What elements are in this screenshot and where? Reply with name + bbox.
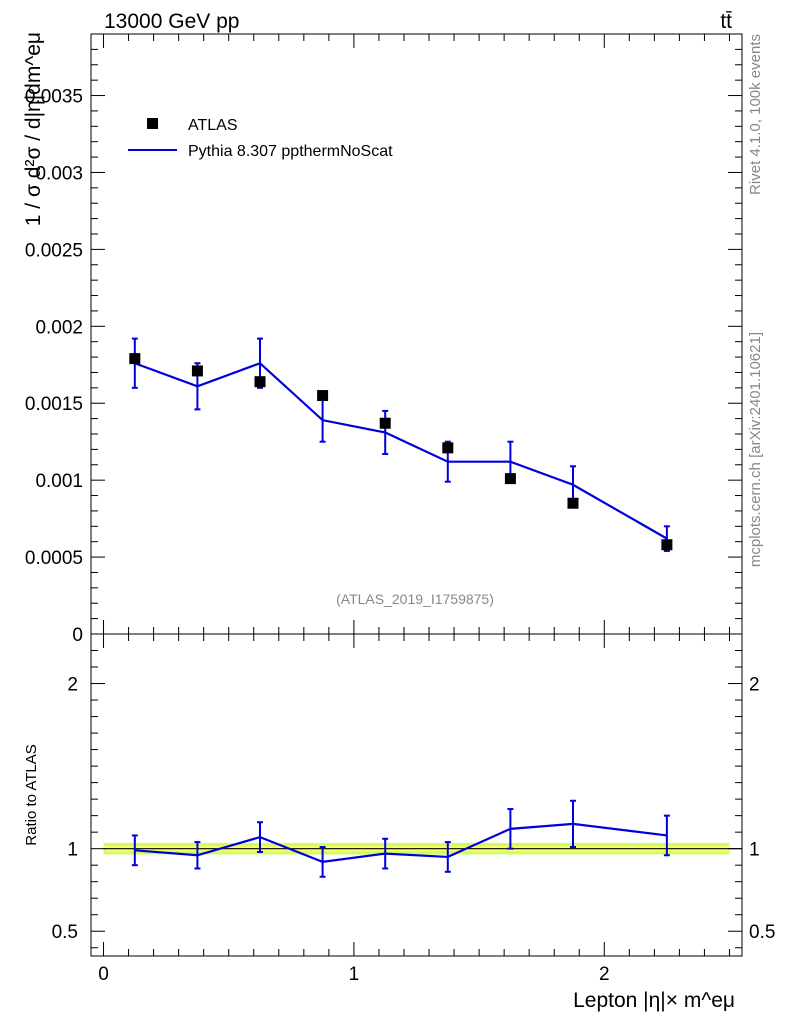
main-ytick-label: 0 xyxy=(72,625,83,646)
ratio-frame xyxy=(90,633,743,957)
atlas-data-point xyxy=(567,497,579,509)
main-ytick-label: 0.001 xyxy=(35,471,83,492)
x-axis-label: Lepton |η|× m^eμ xyxy=(573,989,735,1012)
main-ytick-label: 0.0015 xyxy=(25,394,83,415)
atlas-data-point xyxy=(661,539,673,551)
atlas-data-point xyxy=(504,473,516,485)
main-ytick-label: 0.0005 xyxy=(25,548,83,569)
ratio-axis-ticks: 0.5 0.5 1 1 2 2 0 1 2 xyxy=(52,634,775,985)
main-series-layer xyxy=(129,337,673,552)
ratio-ytick-label-left: 2 xyxy=(67,675,78,696)
legend-label-pythia: Pythia 8.307 ppthermNoScat xyxy=(188,143,393,160)
mcplots-label: mcplots.cern.ch [arXiv:2401.10621] xyxy=(747,332,764,567)
ratio-ytick-label-left: 0.5 xyxy=(52,922,78,943)
ratio-series-layer xyxy=(131,799,670,878)
header-right-label: tt̄ xyxy=(720,10,732,33)
mc-line xyxy=(134,361,668,540)
ratio-ylabel: Ratio to ATLAS xyxy=(23,744,40,845)
atlas-data-point xyxy=(129,353,141,365)
main-ytick-label: 0.0025 xyxy=(25,240,83,261)
atlas-data-point xyxy=(191,365,203,377)
ratio-ytick-label-right: 0.5 xyxy=(749,922,775,943)
ratio-ytick-label-right: 2 xyxy=(749,675,760,696)
main-ytick-label: 0.0035 xyxy=(25,87,83,108)
main-ytick-label: 0.003 xyxy=(35,163,83,184)
atlas-data-point xyxy=(379,417,391,429)
main-ytick-label: 0.002 xyxy=(35,317,83,338)
atlas-data-point xyxy=(317,390,329,402)
rivet-version-label: Rivet 4.1.0, 100k events xyxy=(747,34,764,195)
ratio-ytick-label-right: 1 xyxy=(749,840,760,861)
atlas-data-point xyxy=(254,376,266,388)
analysis-tag: (ATLAS_2019_I1759875) xyxy=(336,591,494,607)
x-tick-label: 1 xyxy=(349,964,360,985)
legend-label-atlas: ATLAS xyxy=(188,117,238,134)
header-left-label: 13000 GeV pp xyxy=(104,10,239,33)
ratio-ytick-label-left: 1 xyxy=(67,840,78,861)
legend-marker-atlas xyxy=(147,118,158,129)
legend: ATLAS Pythia 8.307 ppthermNoScat xyxy=(128,117,393,160)
main-axis-ticks: 0 0.0005 0.001 0.0015 0.002 0.0025 0.003 0.0035 xyxy=(25,33,742,646)
main-ylabel: 1 / σ d²σ / d|η|dm^eμ xyxy=(22,32,45,226)
atlas-data-point xyxy=(442,442,454,454)
x-tick-label: 2 xyxy=(599,964,610,985)
x-tick-label: 0 xyxy=(98,964,109,985)
ratio-band xyxy=(103,842,742,855)
